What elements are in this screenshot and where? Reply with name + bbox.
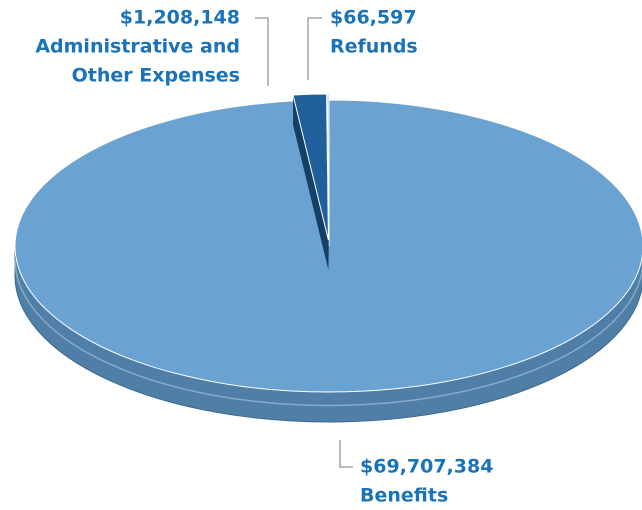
value-label: $1,208,148 xyxy=(120,7,240,29)
category-label: Benefits xyxy=(360,485,448,507)
value-label: $66,597 xyxy=(330,7,417,29)
category-label: Refunds xyxy=(330,36,418,58)
leader-line xyxy=(307,17,322,80)
pie-slice xyxy=(326,93,330,241)
slice-wall xyxy=(293,94,329,271)
category-label: Administrative and xyxy=(35,36,240,58)
category-label: Other Expenses xyxy=(72,65,240,87)
value-label: $69,707,384 xyxy=(360,456,493,478)
pie-slice xyxy=(14,99,642,393)
leader-line xyxy=(339,440,353,468)
leader-line xyxy=(255,17,269,86)
pie-side-line xyxy=(14,259,642,407)
pie-slice xyxy=(292,93,329,241)
